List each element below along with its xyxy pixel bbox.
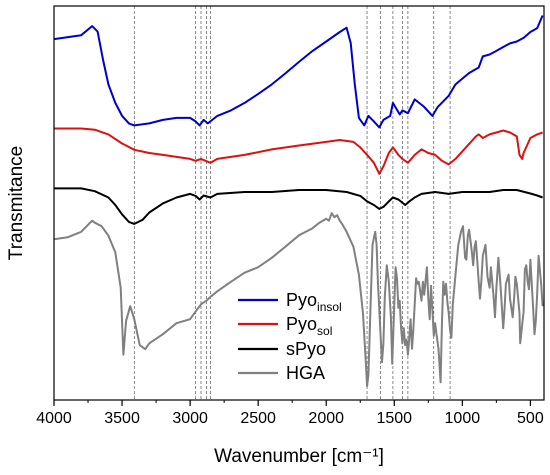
series-line-pyo-sol	[54, 127, 543, 175]
legend-entry: Pyoinsol	[238, 290, 342, 314]
x-tick-label: 3500	[104, 410, 140, 427]
plot-frame	[53, 5, 545, 401]
series-line-hga	[53, 212, 544, 388]
x-tick-label: 3000	[172, 410, 208, 427]
series-layer	[53, 15, 544, 388]
x-tick-label: 2500	[240, 410, 276, 427]
legend-label: Pyosol	[286, 314, 332, 338]
x-tick-label: 1000	[445, 410, 481, 427]
legend-label: Pyoinsol	[286, 290, 342, 314]
x-tick-label: 500	[517, 410, 544, 427]
x-axis-title: Wavenumber [cm⁻¹]	[214, 446, 384, 467]
series-line-pyo-insol	[53, 15, 544, 129]
x-tick-label: 1500	[376, 410, 412, 427]
x-tick-label: 4000	[36, 410, 72, 427]
legend-entry: HGA	[238, 363, 325, 383]
legend-label: HGA	[286, 363, 325, 383]
x-tick-label: 2000	[308, 410, 344, 427]
legend-entry: sPyo	[238, 339, 326, 359]
series-line-spyo	[54, 187, 543, 225]
reference-lines	[133, 6, 451, 400]
x-axis: 4000 3500 3000 2500 2000 1500 1000 500	[36, 400, 544, 427]
legend-label: sPyo	[286, 339, 326, 359]
y-axis-title: Transmitance	[6, 146, 27, 260]
legend-entry: Pyosol	[238, 314, 332, 338]
